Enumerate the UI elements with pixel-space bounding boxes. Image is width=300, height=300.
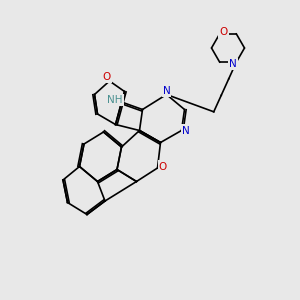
Text: N: N <box>163 86 170 96</box>
Text: N: N <box>182 125 190 136</box>
Text: O: O <box>159 161 167 172</box>
Text: NH: NH <box>107 94 123 105</box>
Text: N: N <box>229 59 236 69</box>
Text: O: O <box>219 27 227 37</box>
Text: O: O <box>102 72 111 82</box>
